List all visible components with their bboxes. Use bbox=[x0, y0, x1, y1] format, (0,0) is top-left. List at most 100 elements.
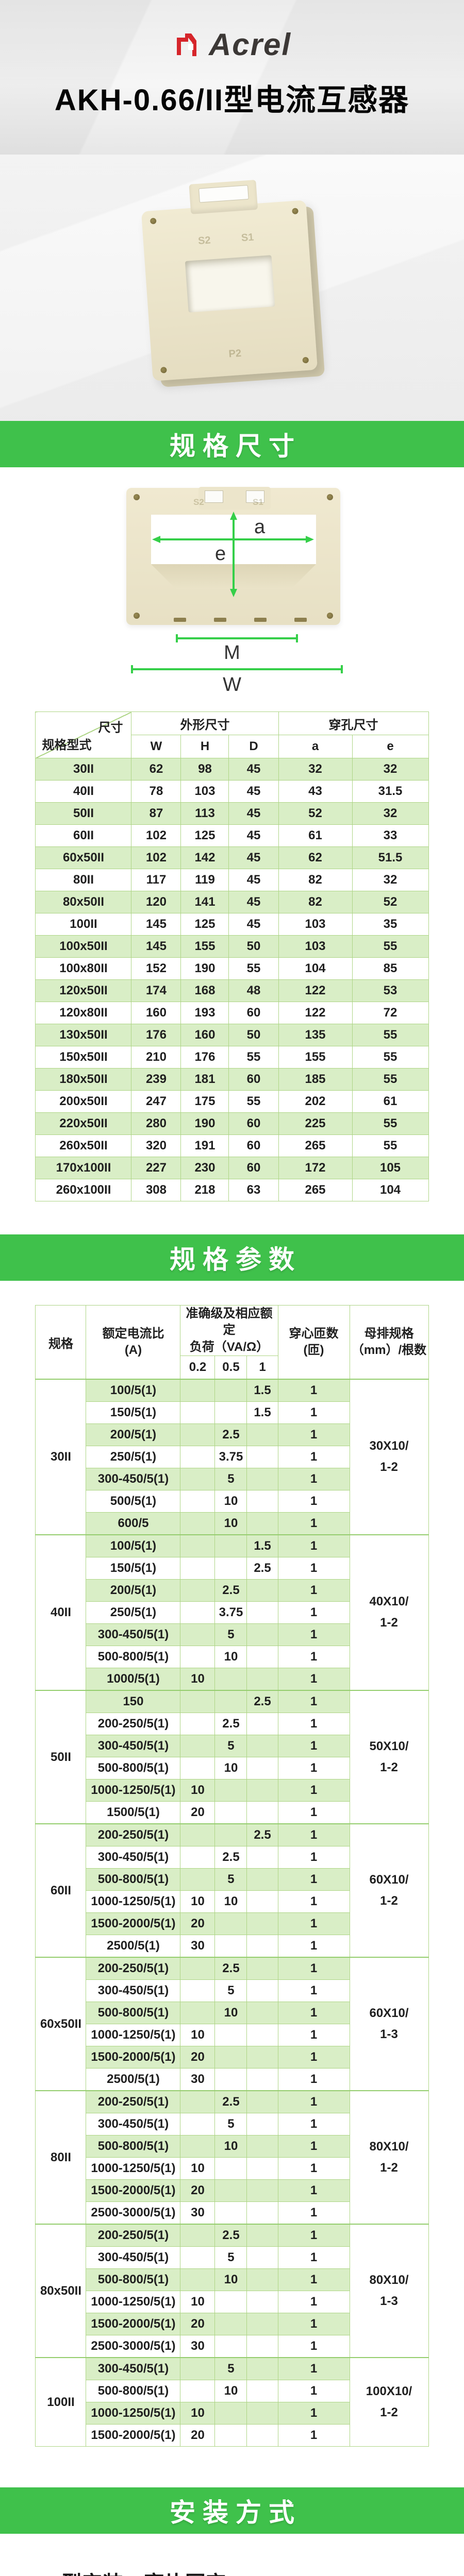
table-cell bbox=[246, 1668, 278, 1691]
screw-hole bbox=[134, 494, 140, 500]
table-cell: 1500-2000/5(1) bbox=[86, 2179, 181, 2202]
spec-cell: 80II bbox=[35, 2090, 87, 2225]
table-row: 600/5 10 1 bbox=[36, 1512, 428, 1535]
table-cell bbox=[180, 2357, 216, 2381]
table-cell: 1.5 bbox=[246, 1379, 278, 1402]
table-cell bbox=[180, 1846, 216, 1869]
table-cell bbox=[214, 2024, 247, 2047]
table-cell: 30 bbox=[180, 2201, 216, 2225]
table-cell bbox=[214, 2291, 247, 2314]
table-cell: 2.5 bbox=[246, 1823, 278, 1847]
table-cell bbox=[214, 2313, 247, 2336]
terminal-block bbox=[189, 179, 258, 214]
table-cell: 190 bbox=[180, 1112, 229, 1135]
dim-table-body: 30II 62 98 45 32 32 40II 78 103 45 43 31.5 50II 87 113… bbox=[35, 758, 429, 1201]
table-cell: 200/5(1) bbox=[86, 1579, 181, 1602]
terminal-cover bbox=[246, 490, 264, 503]
table-cell: 10 bbox=[214, 1646, 247, 1669]
table-cell: 5 bbox=[214, 1735, 247, 1758]
table-cell: 5 bbox=[214, 1868, 247, 1891]
table-row: 1000-1250/5(1) 10 10 1 bbox=[36, 1890, 428, 1913]
table-cell bbox=[246, 1801, 278, 1824]
front-terminal-block bbox=[198, 487, 271, 510]
table-row: 40II 100/5(1) 1.5 1 40X10/ 1-2 bbox=[35, 1534, 429, 1691]
table-cell: 265 bbox=[278, 1134, 353, 1157]
table-cell bbox=[180, 1579, 216, 1602]
table-row: 180x50II 239 181 60 185 55 bbox=[35, 1068, 429, 1091]
screw-hole bbox=[134, 613, 140, 619]
table-cell: 260x50II bbox=[35, 1134, 132, 1157]
table-cell: 10 bbox=[180, 2291, 216, 2314]
table-cell: 5 bbox=[214, 2357, 247, 2381]
table-cell: 500-800/5(1) bbox=[86, 1868, 181, 1891]
table-cell: 35 bbox=[352, 913, 429, 936]
table-cell: 200-250/5(1) bbox=[86, 2224, 181, 2247]
table-cell: 308 bbox=[131, 1179, 181, 1201]
table-cell: 175 bbox=[180, 1090, 229, 1113]
table-cell: 32 bbox=[352, 802, 429, 825]
table-row: 80II 117 119 45 82 32 bbox=[35, 869, 429, 891]
table-row: 80x50II 200-250/5(1) 2.5 1 80X10/ 1-3 bbox=[35, 2224, 429, 2358]
table-cell bbox=[214, 2201, 247, 2225]
table-cell bbox=[246, 1579, 278, 1602]
table-cell: 176 bbox=[131, 1024, 181, 1046]
front-view-photo: S2 S1 a e bbox=[126, 470, 340, 625]
busbar-cell: 60X10/ 1-3 bbox=[349, 1957, 429, 2091]
table-cell: 230 bbox=[180, 1157, 229, 1179]
mark-s2: S2 bbox=[197, 234, 211, 247]
table-cell: 1 bbox=[277, 1490, 350, 1513]
table-cell: 45 bbox=[228, 869, 279, 891]
table-cell: 300-450/5(1) bbox=[86, 2113, 181, 2136]
table-cell bbox=[180, 1957, 216, 1980]
hole-dimension-arrows: a e bbox=[152, 512, 314, 597]
table-cell: 55 bbox=[352, 1068, 429, 1091]
table-cell: 2500-3000/5(1) bbox=[86, 2335, 181, 2358]
table-cell bbox=[246, 2424, 278, 2447]
table-cell: 191 bbox=[180, 1134, 229, 1157]
table-cell: 300-450/5(1) bbox=[86, 2246, 181, 2269]
table-cell bbox=[214, 1935, 247, 1958]
table-cell: 20 bbox=[180, 2046, 216, 2069]
table-cell bbox=[180, 1557, 216, 1580]
table-cell: 50II bbox=[35, 802, 132, 825]
table-cell: 280 bbox=[131, 1112, 181, 1135]
table-row: 80II 200-250/5(1) 2.5 1 80X10/ 1-2 bbox=[35, 2090, 429, 2225]
table-cell: 55 bbox=[352, 1024, 429, 1046]
table-cell: 300-450/5(1) bbox=[86, 2357, 181, 2381]
table-cell bbox=[246, 2357, 278, 2381]
table-cell: 20 bbox=[180, 2313, 216, 2336]
table-row: 60II 102 125 45 61 33 bbox=[35, 824, 429, 847]
table-cell bbox=[214, 2424, 247, 2447]
table-cell: 82 bbox=[278, 891, 353, 913]
table-cell: 20 bbox=[180, 2179, 216, 2202]
table-cell: 63 bbox=[228, 1179, 279, 1201]
busbar-cell: 100X10/ 1-2 bbox=[349, 2357, 429, 2447]
table-cell bbox=[214, 1823, 247, 1847]
col-header-accuracy: 准确级及相应额定 负荷（VA/Ω） bbox=[180, 1304, 278, 1357]
table-cell: 500-800/5(1) bbox=[86, 2135, 181, 2158]
table-cell: 1 bbox=[277, 1468, 350, 1491]
spec-cell: 60II bbox=[35, 1823, 87, 1958]
table-cell: 55 bbox=[352, 1046, 429, 1069]
spec-cell: 60x50II bbox=[35, 1957, 87, 2091]
table-cell: 45 bbox=[228, 802, 279, 825]
table-cell bbox=[246, 2268, 278, 2292]
table-cell: 61 bbox=[278, 824, 353, 847]
table-cell: 102 bbox=[131, 846, 181, 869]
table-cell: 5 bbox=[214, 2246, 247, 2269]
table-cell: 119 bbox=[180, 869, 229, 891]
screw-hole bbox=[327, 494, 333, 500]
table-cell: 1500/5(1) bbox=[86, 1801, 181, 1824]
table-cell: 1 bbox=[277, 2090, 350, 2114]
banner-parameters: 规格参数 bbox=[0, 1234, 464, 1281]
table-cell: 1 bbox=[277, 1779, 350, 1802]
table-row: 500-800/5(1) 10 1 bbox=[36, 1646, 428, 1669]
table-cell: 100x80II bbox=[35, 957, 132, 980]
table-cell: 45 bbox=[228, 846, 279, 869]
table-cell: 1500-2000/5(1) bbox=[86, 2046, 181, 2069]
table-cell: 1 bbox=[277, 2313, 350, 2336]
table-cell: 10 bbox=[180, 1779, 216, 1802]
table-row: 150/5(1) 2.5 1 bbox=[36, 1557, 428, 1580]
table-cell: 300-450/5(1) bbox=[86, 1735, 181, 1758]
mark-s1: S1 bbox=[253, 497, 263, 507]
